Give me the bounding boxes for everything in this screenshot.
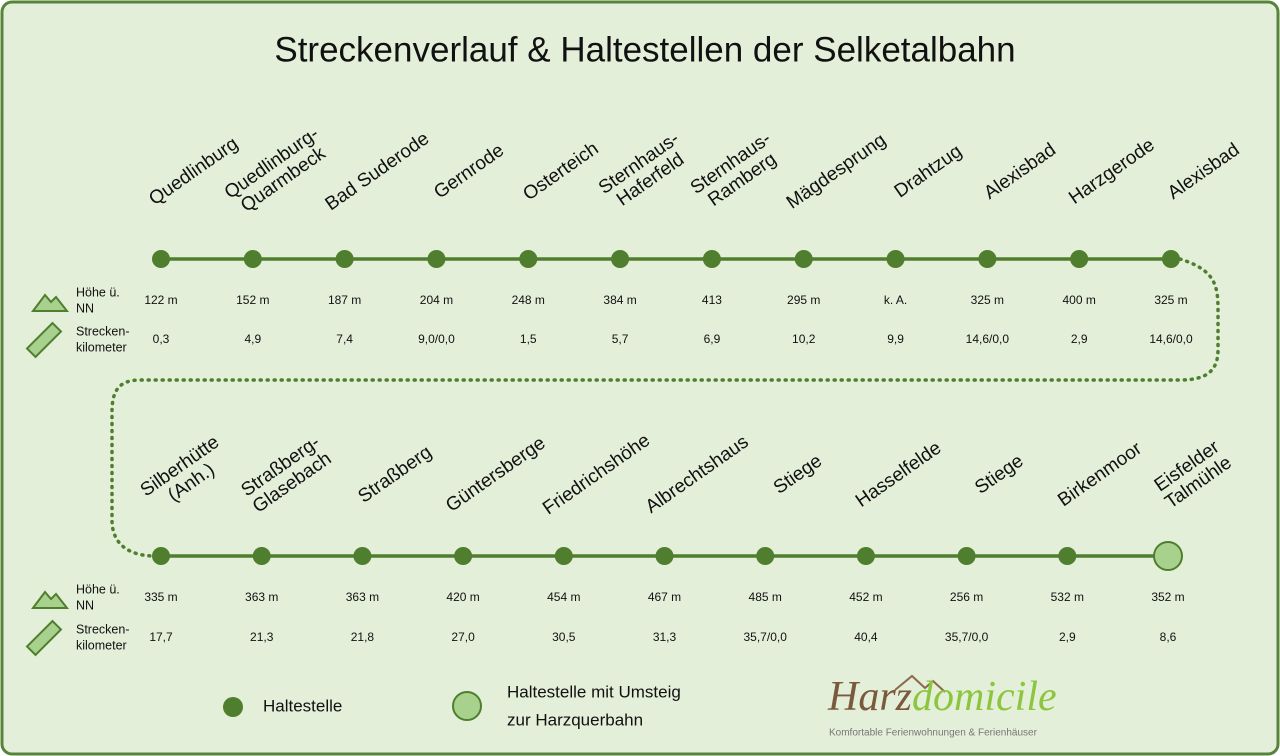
height: 325 m <box>971 293 1004 307</box>
km: 9,0/0,0 <box>418 332 455 346</box>
km: 9,9 <box>887 332 904 346</box>
km: 35,7/0,0 <box>945 630 989 644</box>
stop <box>243 250 262 268</box>
km: 7,4 <box>336 332 353 346</box>
height: 187 m <box>328 293 361 307</box>
height-label: Höhe ü. <box>76 582 120 596</box>
height: 335 m <box>144 590 177 604</box>
height: 248 m <box>512 293 545 307</box>
stop <box>454 547 473 565</box>
km: 30,5 <box>552 630 576 644</box>
height-label: NN <box>76 301 94 315</box>
km-label: Strecken- <box>76 324 130 338</box>
ruler <box>25 321 63 359</box>
height: 485 m <box>749 590 782 604</box>
title: Streckenverlauf & Haltestellen der Selke… <box>274 30 1015 69</box>
height: k. A. <box>884 293 907 307</box>
stop <box>1070 250 1089 268</box>
ruler-icon <box>25 321 63 359</box>
connector <box>110 257 1220 558</box>
stop <box>794 250 813 268</box>
stop <box>856 547 875 565</box>
stop <box>519 250 538 268</box>
height: 454 m <box>547 590 580 604</box>
height-label: Höhe ü. <box>76 285 120 299</box>
transfer-stop <box>1153 541 1183 571</box>
mountain <box>31 590 70 609</box>
km: 17,7 <box>149 630 173 644</box>
stop <box>554 547 573 565</box>
height: 204 m <box>420 293 453 307</box>
legend-transfer: Haltestelle mit Umsteig <box>507 682 681 701</box>
km-label: kilometer <box>76 340 127 354</box>
logo-tagline: Komfortable Ferienwohnungen & Ferienhäus… <box>829 728 1038 739</box>
legend-transfer: zur Harzquerbahn <box>507 710 643 729</box>
height: 532 m <box>1051 590 1084 604</box>
logo-part: domicile <box>912 674 1057 720</box>
height: 400 m <box>1063 293 1096 307</box>
km: 14,6/0,0 <box>966 332 1010 346</box>
logo: Harzdomicile <box>827 674 1057 720</box>
stop <box>978 250 997 268</box>
km: 35,7/0,0 <box>744 630 788 644</box>
height-icon <box>31 293 70 312</box>
km: 31,3 <box>653 630 677 644</box>
legend-stop: Haltestelle <box>263 696 342 715</box>
stop <box>957 547 976 565</box>
km: 8,6 <box>1160 630 1177 644</box>
height: 152 m <box>236 293 269 307</box>
height: 384 m <box>603 293 636 307</box>
km: 0,3 <box>153 332 170 346</box>
logo-part: Harz <box>827 674 912 720</box>
height: 420 m <box>446 590 479 604</box>
stop <box>427 250 446 268</box>
km: 10,2 <box>792 332 816 346</box>
height-icon <box>31 590 70 609</box>
height: 352 m <box>1151 590 1184 604</box>
logo-roof <box>894 674 946 693</box>
ruler <box>25 619 63 657</box>
stop <box>152 547 170 565</box>
km: 40,4 <box>854 630 878 644</box>
height: 256 m <box>950 590 983 604</box>
km-label: kilometer <box>76 638 127 652</box>
stop <box>702 250 721 268</box>
km: 21,8 <box>351 630 375 644</box>
legend-transfer-icon <box>452 691 482 721</box>
height: 363 m <box>346 590 379 604</box>
ruler-icon <box>25 619 63 657</box>
stop <box>756 547 775 565</box>
mountain <box>31 293 70 312</box>
km: 2,9 <box>1071 332 1088 346</box>
height: 363 m <box>245 590 278 604</box>
stop <box>152 250 170 268</box>
height: 467 m <box>648 590 681 604</box>
stop <box>335 250 354 268</box>
height: 295 m <box>787 293 820 307</box>
km: 14,6/0,0 <box>1149 332 1193 346</box>
stop <box>886 250 905 268</box>
height: 452 m <box>849 590 882 604</box>
km: 6,9 <box>704 332 721 346</box>
km: 21,3 <box>250 630 274 644</box>
stop <box>655 547 674 565</box>
stop <box>353 547 372 565</box>
km: 5,7 <box>612 332 629 346</box>
km: 4,9 <box>244 332 261 346</box>
km: 1,5 <box>520 332 537 346</box>
stop <box>1058 547 1077 565</box>
km-label: Strecken- <box>76 622 130 636</box>
km: 27,0 <box>451 630 475 644</box>
height-label: NN <box>76 598 94 612</box>
stop <box>1162 250 1180 268</box>
height: 413 <box>702 293 722 307</box>
km: 2,9 <box>1059 630 1076 644</box>
stop <box>611 250 630 268</box>
height: 122 m <box>144 293 177 307</box>
legend-stop-icon <box>223 697 243 717</box>
height: 325 m <box>1154 293 1187 307</box>
stop <box>252 547 271 565</box>
